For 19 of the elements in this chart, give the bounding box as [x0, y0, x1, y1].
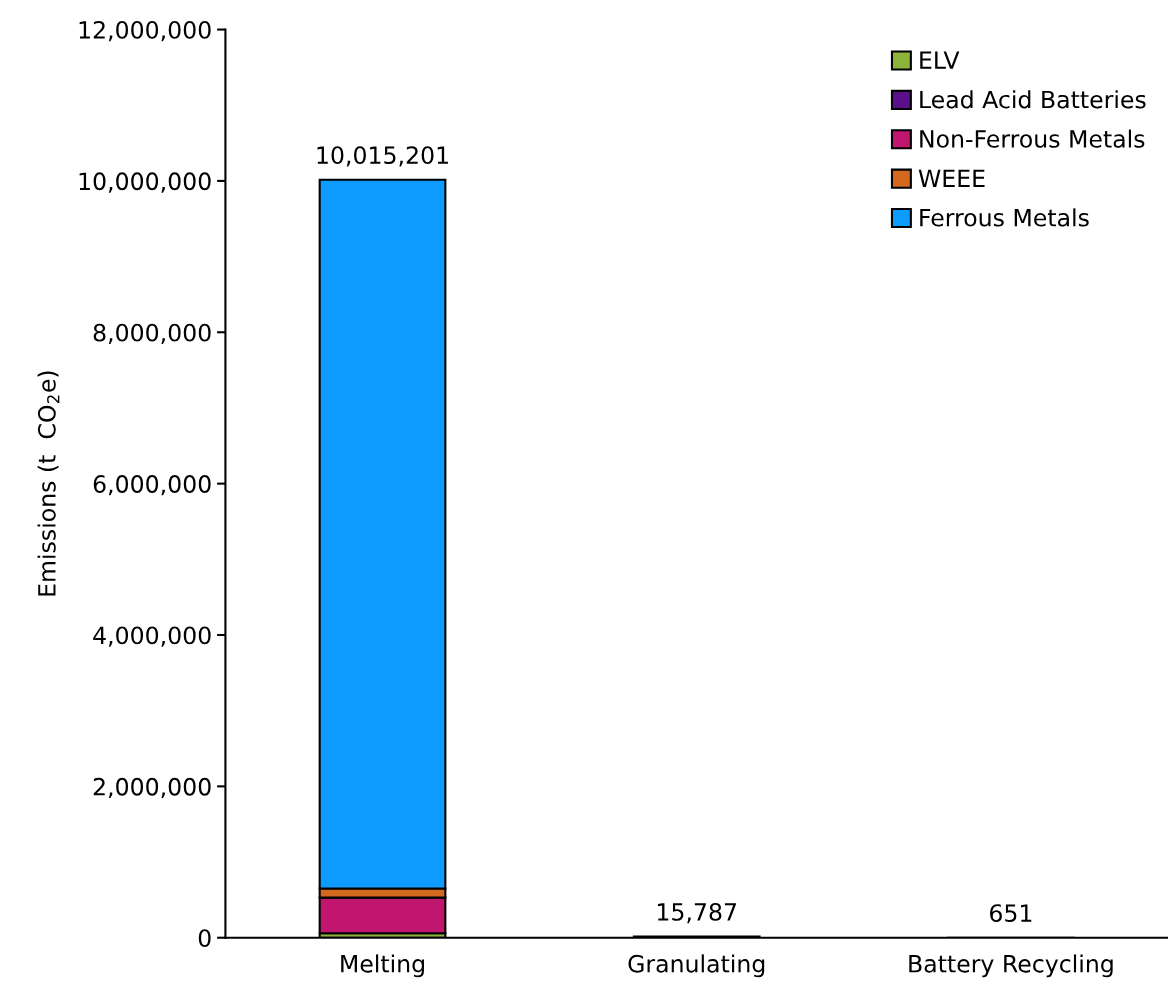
- legend-label: ELV: [920, 51, 960, 69]
- x-tick-label: Granulating: [628, 954, 765, 978]
- y-tick-label: 6,000,000: [93, 475, 211, 496]
- legend-label: Lead Acid Batteries: [920, 90, 1146, 109]
- y-tick-label: 4,000,000: [93, 626, 211, 647]
- x-tick-label: Battery Recycling: [909, 954, 1113, 978]
- legend-label: Ferrous Metals: [920, 208, 1089, 227]
- y-tick-label: 12,000,000: [79, 21, 211, 42]
- y-tick-label: 8,000,000: [93, 323, 211, 344]
- total-label: 10,015,201: [317, 146, 448, 167]
- y-tick-label: 10,000,000: [79, 172, 211, 193]
- total-label: 651: [990, 904, 1032, 922]
- total-label: 15,787: [658, 902, 736, 924]
- y-tick-label: 0: [198, 929, 211, 948]
- legend-label: WEEE: [918, 169, 985, 187]
- y-tick-label: 2,000,000: [93, 777, 211, 799]
- legend-label: Non-Ferrous Metals: [920, 129, 1145, 148]
- y-axis-title: Emissions (t CO$_{2}$e): [37, 371, 60, 596]
- x-tick-label: Melting: [341, 954, 424, 978]
